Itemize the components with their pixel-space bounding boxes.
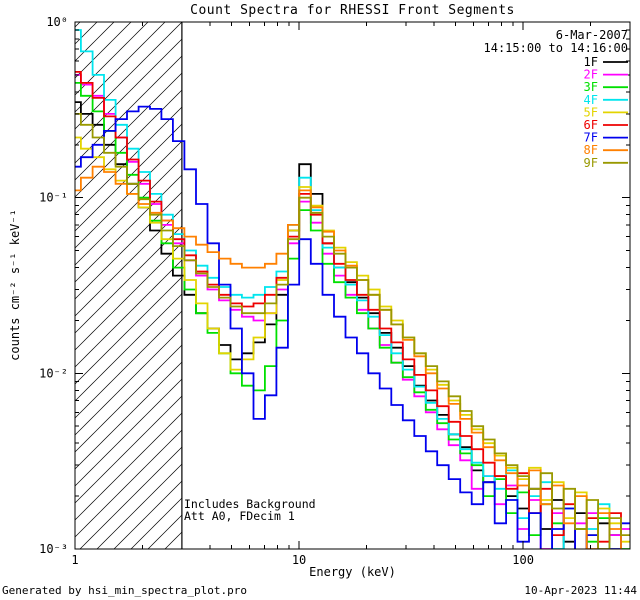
date-annotation: 6-Mar-2007	[555, 28, 628, 42]
x-tick-label: 10	[292, 553, 306, 567]
legend-item-1F: 1F	[584, 55, 628, 69]
legend-label-8F: 8F	[584, 143, 598, 157]
series-9F	[75, 113, 630, 549]
y-tick-label: 10⁻¹	[39, 191, 68, 205]
legend-label-9F: 9F	[584, 156, 598, 170]
legend-item-7F: 7F	[584, 131, 628, 145]
series-5F	[75, 136, 630, 543]
background-note: Includes Background	[184, 497, 316, 511]
attenuator-note: Att A0, FDecim 1	[184, 509, 295, 523]
x-tick-label: 1	[71, 553, 78, 567]
series-2F	[75, 74, 630, 549]
legend-label-3F: 3F	[584, 80, 598, 94]
legend-label-6F: 6F	[584, 118, 598, 132]
legend-label-1F: 1F	[584, 55, 598, 69]
generation-timestamp: 10-Apr-2023 11:44	[524, 584, 637, 597]
x-tick-label: 100	[512, 553, 534, 567]
legend-item-3F: 3F	[584, 80, 628, 94]
y-tick-label: 10⁰	[46, 15, 68, 29]
x-axis-label: Energy (keV)	[309, 565, 396, 579]
series-7F	[75, 105, 630, 549]
legend-item-9F: 9F	[584, 156, 628, 170]
legend-item-6F: 6F	[584, 118, 628, 132]
series-3F	[75, 82, 630, 549]
legend-label-4F: 4F	[584, 93, 598, 107]
legend-item-2F: 2F	[584, 68, 628, 82]
y-tick-label: 10⁻³	[39, 542, 68, 556]
plot-frame	[74, 21, 631, 550]
series-4F	[75, 29, 611, 549]
legend-item-5F: 5F	[584, 105, 628, 119]
generator-credit: Generated by hsi_min_spectra_plot.pro	[2, 584, 248, 597]
excluded-region-hatch	[75, 22, 182, 549]
legend-label-7F: 7F	[584, 131, 598, 145]
legend-item-4F: 4F	[584, 93, 628, 107]
y-tick-label: 10⁻²	[39, 366, 68, 380]
legend-label-5F: 5F	[584, 105, 598, 119]
y-axis-label: counts cm⁻² s⁻¹ keV⁻¹	[8, 209, 22, 361]
legend-label-2F: 2F	[584, 68, 598, 82]
chart-title: Count Spectra for RHESSI Front Segments	[190, 3, 515, 18]
legend-item-8F: 8F	[584, 143, 628, 157]
time-range-annotation: 14:15:00 to 14:16:00	[483, 41, 629, 55]
